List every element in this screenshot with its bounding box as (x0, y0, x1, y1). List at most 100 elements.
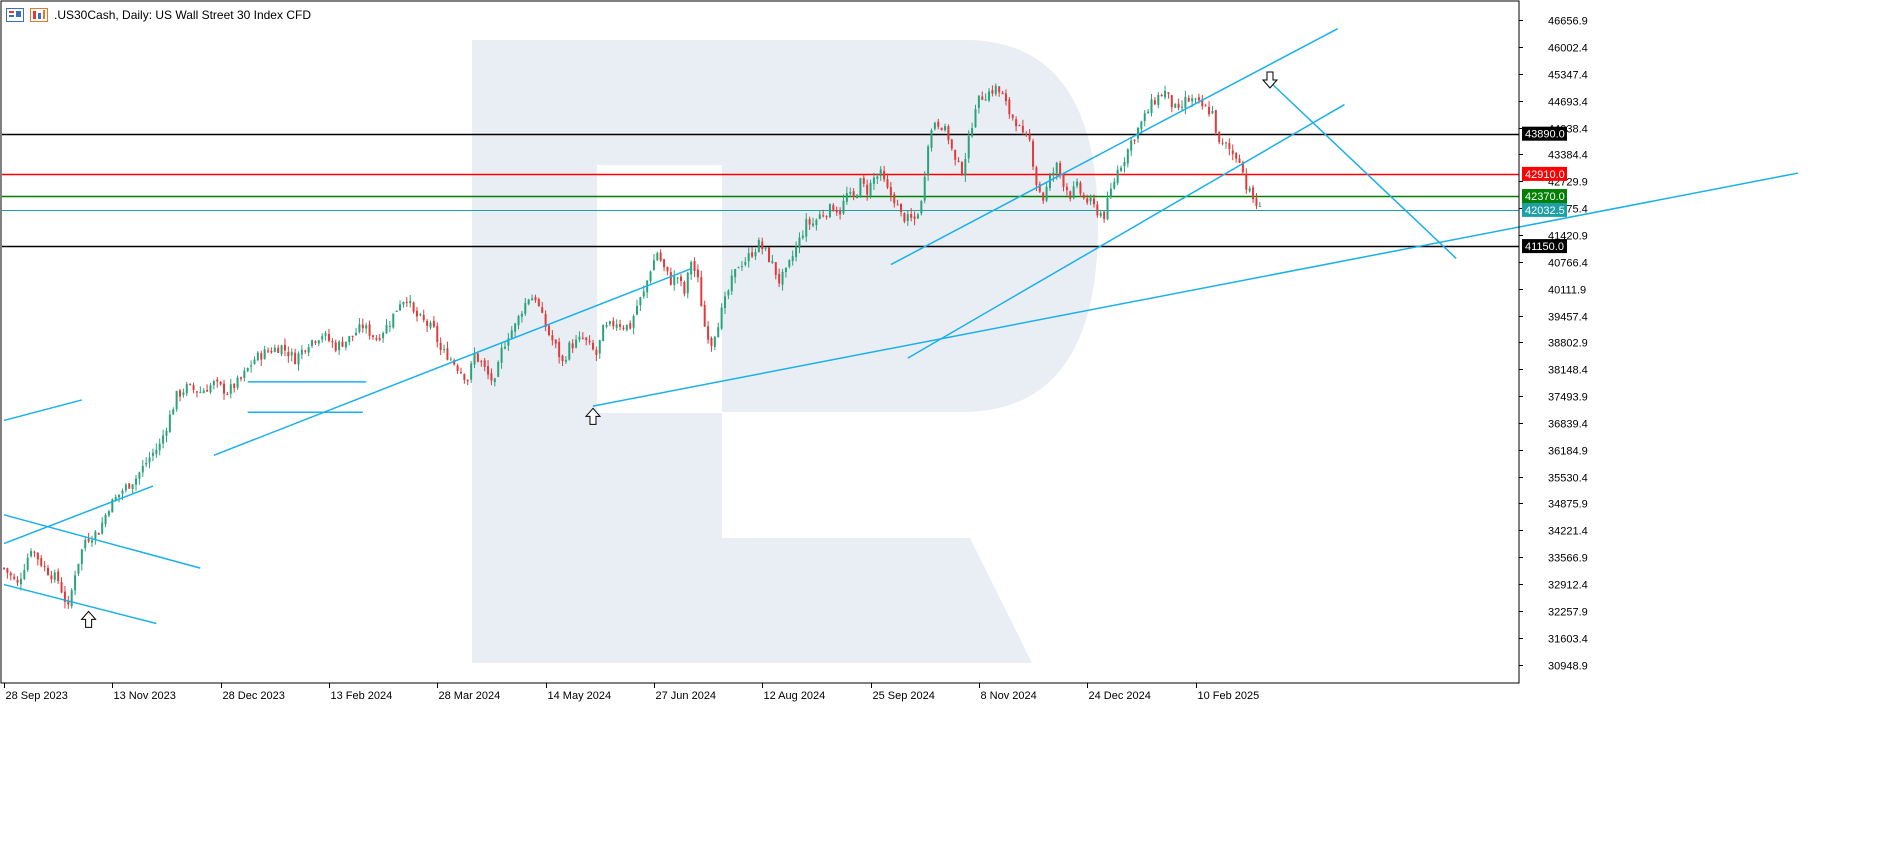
candle-body (856, 195, 859, 199)
y-tick-label: 40111.9 (1548, 285, 1586, 297)
candle-body (124, 484, 127, 491)
candle (9, 571, 12, 581)
chart-window-icon[interactable] (6, 8, 24, 22)
candle (524, 297, 527, 316)
candle-body (1062, 174, 1065, 187)
candle (605, 321, 608, 329)
candle (531, 294, 534, 301)
level-label-bg (1522, 239, 1567, 254)
candle (737, 266, 740, 269)
candle (1106, 191, 1109, 221)
candle-body (1187, 97, 1190, 102)
candle (615, 319, 618, 332)
candle (608, 320, 611, 327)
trendline (3, 514, 201, 569)
candle (1038, 181, 1041, 194)
candle (355, 327, 358, 336)
candle-body (385, 324, 388, 334)
candle-body (896, 204, 899, 206)
candle-body (883, 170, 886, 180)
candle-body (913, 216, 916, 219)
candle-body (551, 335, 554, 341)
candle (974, 104, 977, 128)
candle (246, 367, 249, 373)
candle-body (273, 347, 276, 352)
candle-body (121, 490, 124, 494)
candle (30, 548, 33, 558)
candle-body (724, 296, 727, 309)
candle (297, 351, 300, 371)
candle-body (1055, 162, 1058, 174)
candle (162, 429, 165, 449)
candle (341, 336, 344, 348)
candle (1164, 85, 1167, 100)
candle (378, 334, 381, 342)
candle (764, 247, 767, 252)
candle (856, 194, 859, 199)
axes: 46656.946002.445347.444693.444038.443384… (0, 0, 1588, 702)
candle-body (395, 310, 398, 312)
candle (693, 257, 696, 278)
candle-body (311, 340, 314, 346)
candle (405, 297, 408, 307)
candle-body (981, 96, 984, 100)
candle (1028, 128, 1031, 142)
candle-body (845, 193, 848, 202)
candle-body (1153, 100, 1156, 105)
candle-body (158, 443, 161, 451)
candle-body (1194, 98, 1197, 100)
candle-body (341, 341, 344, 347)
candle (195, 390, 198, 398)
candle (375, 334, 378, 342)
candle-body (947, 126, 950, 141)
candle (686, 271, 689, 299)
candle (371, 334, 374, 340)
timeframe-icon[interactable] (30, 8, 48, 22)
candle-body (903, 213, 906, 222)
watermark-r-leg (722, 538, 1032, 663)
candle-body (317, 340, 320, 344)
candle-body (510, 330, 513, 339)
candle-body (900, 203, 903, 213)
candle (1187, 95, 1190, 103)
candle-body (294, 352, 297, 365)
candle-body (778, 273, 781, 284)
candle-body (348, 335, 351, 343)
candle (808, 216, 811, 231)
candle (768, 246, 771, 263)
candle (1092, 194, 1095, 208)
candle (84, 536, 87, 552)
candle-body (659, 252, 662, 261)
candle (649, 270, 652, 284)
candle (707, 321, 710, 344)
candle (1086, 194, 1089, 205)
candle-body (16, 579, 19, 583)
candle (798, 232, 801, 254)
candle-body (30, 551, 33, 557)
candle-body (280, 345, 283, 355)
candle-body (114, 497, 117, 501)
candle-body (189, 383, 192, 385)
candle (967, 130, 970, 163)
candle (1120, 165, 1123, 173)
candle (358, 318, 361, 334)
candle-body (649, 271, 652, 282)
candle-body (1235, 153, 1238, 159)
y-tick-label: 46656.9 (1548, 16, 1588, 28)
candle (575, 335, 578, 349)
candle-body (1231, 150, 1234, 155)
candle (1214, 109, 1217, 136)
candle (1184, 90, 1187, 115)
candle (155, 443, 158, 458)
candle (6, 567, 9, 579)
candle (26, 553, 29, 572)
candle (175, 390, 178, 412)
candle-body (151, 452, 154, 456)
candle (937, 118, 940, 130)
candle (984, 93, 987, 101)
candle (13, 573, 16, 581)
candle-body (608, 321, 611, 325)
candle (747, 247, 750, 268)
candle-body (470, 363, 473, 380)
